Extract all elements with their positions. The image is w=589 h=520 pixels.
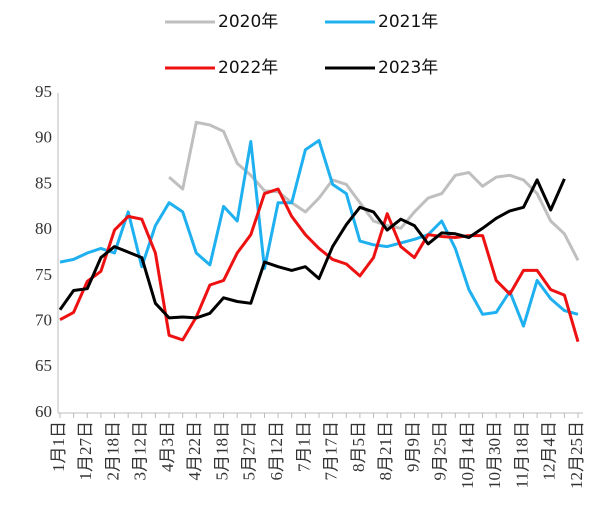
y-tick-label: 75 bbox=[35, 265, 52, 284]
x-tick-label: 11月18日 bbox=[512, 421, 531, 488]
y-tick-label: 70 bbox=[35, 310, 52, 329]
y-tick-label: 95 bbox=[35, 82, 52, 101]
x-tick-label: 9月9日 bbox=[403, 421, 422, 472]
y-tick-label: 80 bbox=[35, 219, 52, 238]
series-line bbox=[59, 139, 579, 328]
series-line bbox=[58, 178, 566, 320]
legend-label: 2022年 bbox=[218, 58, 278, 78]
y-tick-label: 60 bbox=[35, 402, 52, 421]
x-tick-label: 4月22日 bbox=[185, 421, 204, 481]
x-tick-label: 9月25日 bbox=[431, 421, 450, 481]
legend-label: 2020年 bbox=[218, 12, 278, 32]
x-tick-label: 2月18日 bbox=[103, 421, 122, 481]
x-tick-label: 10月30日 bbox=[485, 421, 504, 489]
x-tick-label: 7月17日 bbox=[322, 421, 341, 481]
x-tick-label: 4月3日 bbox=[158, 421, 177, 472]
x-tick-label: 3月12日 bbox=[131, 421, 150, 481]
x-tick-label: 10月14日 bbox=[458, 421, 477, 489]
x-tick-label: 5月18日 bbox=[212, 421, 231, 481]
x-tick-label: 5月27日 bbox=[240, 421, 259, 481]
x-tick-label: 8月21日 bbox=[376, 421, 395, 481]
x-tick-label: 6月12日 bbox=[267, 421, 286, 481]
y-tick-label: 90 bbox=[35, 128, 52, 147]
series-line bbox=[59, 187, 580, 343]
y-tick-label: 85 bbox=[35, 173, 52, 192]
legend-label: 2023年 bbox=[378, 58, 438, 78]
x-tick-label: 8月5日 bbox=[349, 421, 368, 472]
legend-label: 2021年 bbox=[378, 12, 438, 32]
x-tick-label: 7月1日 bbox=[294, 421, 313, 472]
x-tick-label: 12月25日 bbox=[567, 421, 586, 489]
y-tick-label: 65 bbox=[35, 356, 52, 375]
x-tick-label: 1月27日 bbox=[76, 421, 95, 481]
series-line bbox=[168, 120, 580, 261]
x-tick-label: 1月1日 bbox=[49, 421, 68, 472]
x-tick-label: 12月4日 bbox=[540, 421, 559, 481]
